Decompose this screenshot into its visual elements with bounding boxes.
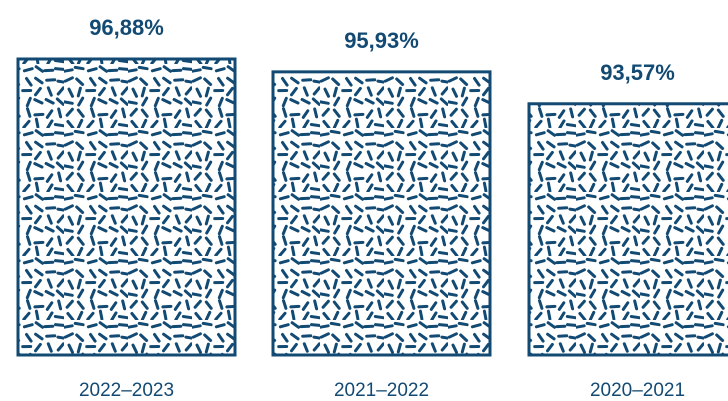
bar-3 <box>527 102 728 357</box>
value-label-3: 93,57% <box>600 60 675 85</box>
value-label-2: 95,93% <box>344 28 419 53</box>
bars-layer <box>16 57 728 357</box>
value-label-1: 96,88% <box>89 15 164 40</box>
bar-1 <box>16 57 237 357</box>
labels-layer: 96,88% 2022–2023 95,93% 2021–2022 93,57% 2020… <box>79 15 685 401</box>
bar-2 <box>271 70 492 357</box>
category-label-1: 2022–2023 <box>79 380 174 401</box>
category-label-2: 2021–2022 <box>334 380 429 401</box>
category-label-3: 2020–2021 <box>590 380 685 401</box>
